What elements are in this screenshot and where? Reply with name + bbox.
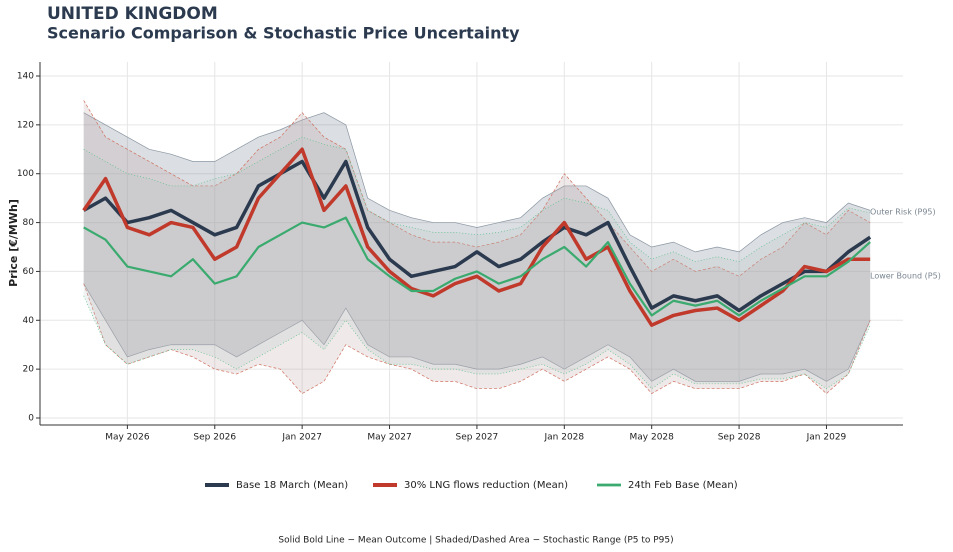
x-tick-label: May 2028 bbox=[630, 433, 675, 443]
y-tick-label: 100 bbox=[17, 169, 34, 179]
x-tick-label: May 2027 bbox=[367, 433, 411, 443]
x-tick-label: Sep 2027 bbox=[456, 433, 499, 443]
x-tick-label: Jan 2029 bbox=[806, 433, 847, 443]
annotation: Lower Bound (P5) bbox=[870, 272, 941, 281]
y-tick-label: 60 bbox=[23, 267, 35, 277]
mean-line bbox=[82, 159, 872, 313]
footer-note: Solid Bold Line − Mean Outcome | Shaded/… bbox=[278, 536, 673, 546]
x-tick-label: Jan 2028 bbox=[543, 433, 584, 443]
band bbox=[83, 137, 871, 389]
x-tick-label: Jan 2027 bbox=[281, 433, 322, 443]
chart-title: UNITED KINGDOM bbox=[47, 4, 218, 24]
band-lower bbox=[83, 283, 871, 395]
chart-subtitle: Scenario Comparison & Stochastic Price U… bbox=[47, 24, 520, 43]
band-lower bbox=[83, 295, 871, 390]
legend-label: 24th Feb Base (Mean) bbox=[628, 480, 738, 491]
band-upper bbox=[83, 100, 871, 277]
y-tick-label: 120 bbox=[17, 120, 34, 130]
y-tick-label: 20 bbox=[23, 365, 35, 375]
x-tick-label: May 2026 bbox=[105, 433, 150, 443]
legend-label: 30% LNG flows reduction (Mean) bbox=[404, 480, 568, 491]
annotation: Outer Risk (P95) bbox=[870, 208, 936, 217]
y-tick-label: 80 bbox=[23, 218, 35, 228]
band-upper bbox=[83, 112, 871, 253]
y-tick-label: 140 bbox=[17, 72, 34, 82]
mean-line bbox=[82, 147, 871, 327]
y-tick-label: 0 bbox=[28, 414, 34, 424]
y-tick-label: 40 bbox=[23, 316, 35, 326]
x-tick-label: Sep 2026 bbox=[193, 433, 236, 443]
band-upper bbox=[83, 136, 871, 263]
band-lower bbox=[83, 283, 871, 382]
x-tick-label: Sep 2028 bbox=[718, 433, 761, 443]
legend-label: Base 18 March (Mean) bbox=[236, 480, 348, 491]
y-axis-label: Price [€/MWh] bbox=[7, 199, 20, 287]
mean-line bbox=[83, 216, 871, 317]
